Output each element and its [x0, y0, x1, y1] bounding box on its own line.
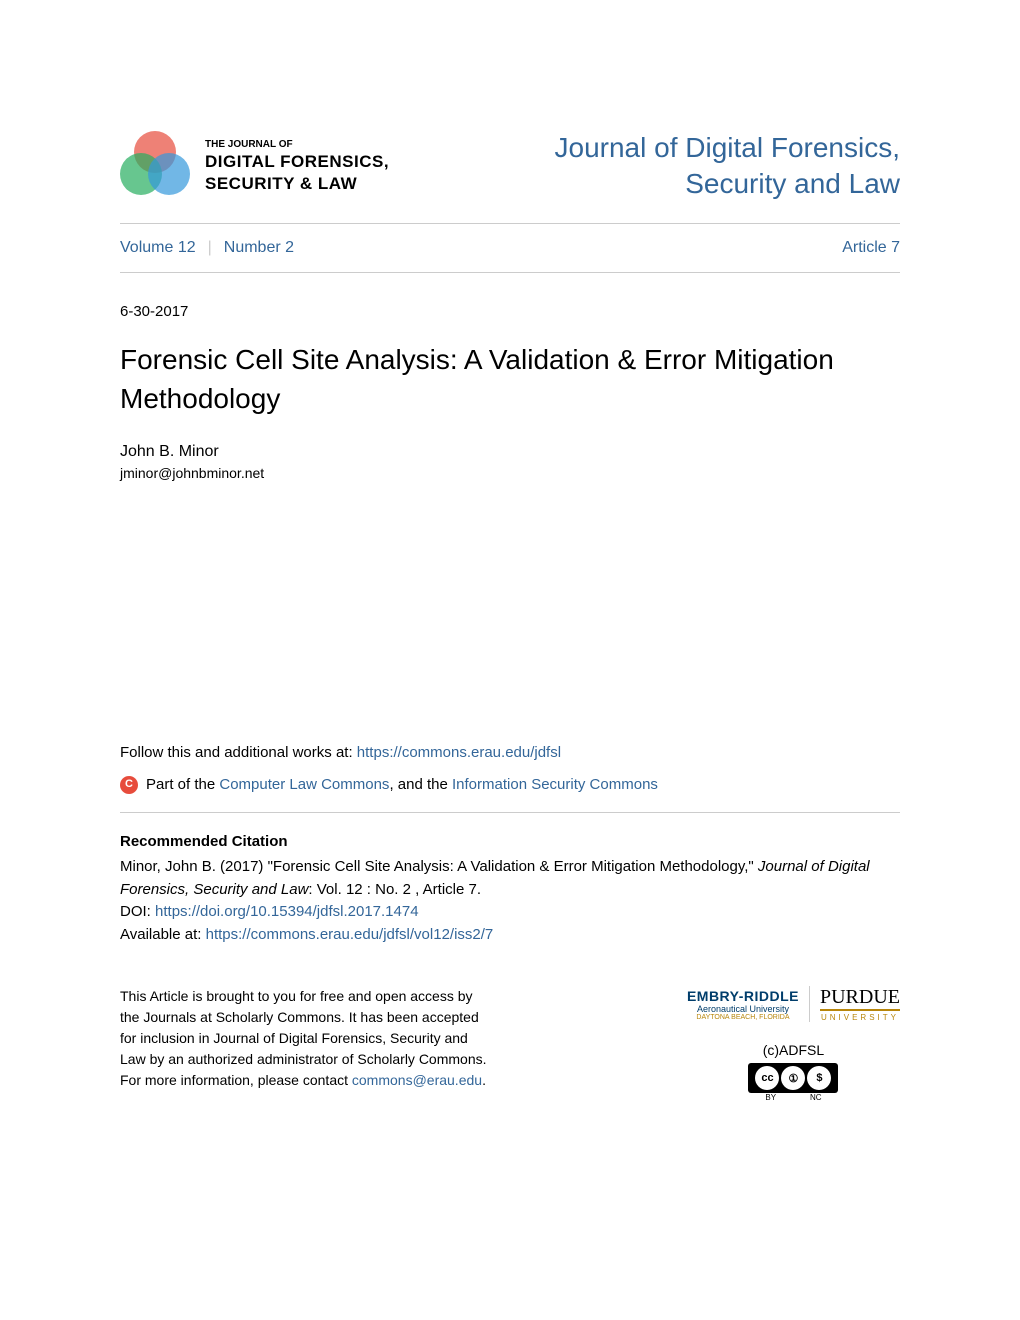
divider-bottom [120, 272, 900, 273]
citation-part2: : Vol. 12 : No. 2 , Article 7. [308, 881, 481, 898]
author-name: John B. Minor [120, 443, 900, 461]
cc-badge-nc: $ [807, 1066, 831, 1090]
volume-number: Volume 12 | Number 2 [120, 239, 294, 257]
follow-line: Follow this and additional works at: htt… [120, 741, 900, 765]
follow-prefix: Follow this and additional works at: [120, 744, 357, 761]
cc-badge-cc: cc [755, 1066, 779, 1090]
embry-sub: Aeronautical University [687, 1004, 799, 1014]
part-of-prefix: Part of the [146, 776, 219, 793]
university-logos: EMBRY-RIDDLE Aeronautical University DAY… [687, 986, 900, 1022]
logo-text-line2: SECURITY & LAW [205, 173, 389, 195]
volume-info: Volume 12 | Number 2 Article 7 [120, 239, 900, 257]
journal-name-line1: Journal of Digital Forensics, [555, 130, 900, 166]
logo-text-line1: DIGITAL FORENSICS, [205, 151, 389, 173]
footer-logos: EMBRY-RIDDLE Aeronautical University DAY… [687, 986, 900, 1102]
separator: | [208, 239, 212, 257]
purdue-name: PURDUE [820, 986, 900, 1009]
divider-citation [120, 812, 900, 813]
journal-name-line2: Security and Law [555, 166, 900, 202]
citation-part1: Minor, John B. (2017) "Forensic Cell Sit… [120, 858, 758, 875]
doi-link[interactable]: https://doi.org/10.15394/jdfsl.2017.1474 [155, 903, 419, 920]
follow-url-link[interactable]: https://commons.erau.edu/jdfsl [357, 744, 561, 761]
network-icon: C [120, 776, 138, 794]
footer-text: This Article is brought to you for free … [120, 986, 490, 1102]
commons1-link[interactable]: Computer Law Commons [219, 776, 389, 793]
publication-date: 6-30-2017 [120, 303, 900, 320]
logo-section: THE JOURNAL OF DIGITAL FORENSICS, SECURI… [120, 131, 389, 201]
available-link[interactable]: https://commons.erau.edu/jdfsl/vol12/iss… [206, 926, 494, 943]
article-link[interactable]: Article 7 [842, 239, 900, 257]
footer-text-part2: . [482, 1072, 486, 1088]
available-label: Available at: [120, 926, 206, 943]
journal-logo-icon [120, 131, 190, 201]
cc-badge-by: ① [781, 1066, 805, 1090]
contact-email-link[interactable]: commons@erau.edu [352, 1072, 482, 1088]
citation-section: Recommended Citation Minor, John B. (201… [120, 833, 900, 946]
volume-link[interactable]: Volume 12 [120, 239, 196, 257]
footer-section: This Article is brought to you for free … [120, 986, 900, 1102]
article-title: Forensic Cell Site Analysis: A Validatio… [120, 340, 900, 418]
cc-by-label: BY [765, 1093, 776, 1102]
purdue-sub: UNIVERSITY [820, 1009, 900, 1022]
page-container: THE JOURNAL OF DIGITAL FORENSICS, SECURI… [0, 0, 1020, 1162]
number-link[interactable]: Number 2 [224, 239, 294, 257]
doi-label: DOI: [120, 903, 155, 920]
purdue-logo: PURDUE UNIVERSITY [809, 986, 900, 1022]
citation-heading: Recommended Citation [120, 833, 900, 850]
cc-nc-label: NC [810, 1093, 822, 1102]
embry-location: DAYTONA BEACH, FLORIDA [687, 1014, 799, 1021]
citation-text: Minor, John B. (2017) "Forensic Cell Sit… [120, 856, 900, 946]
embry-name: EMBRY-RIDDLE [687, 988, 799, 1004]
links-section: Follow this and additional works at: htt… [120, 741, 900, 797]
author-email: jminor@johnbminor.net [120, 465, 900, 481]
copyright-section: (c)ADFSL cc ① $ BY NC [748, 1042, 838, 1102]
journal-name-link[interactable]: Journal of Digital Forensics, Security a… [555, 130, 900, 203]
and-text: , and the [389, 776, 452, 793]
part-of-line: C Part of the Computer Law Commons, and … [120, 773, 900, 797]
part-of-text: Part of the Computer Law Commons, and th… [146, 773, 658, 797]
copyright-text: (c)ADFSL [748, 1042, 838, 1058]
logo-text: THE JOURNAL OF DIGITAL FORENSICS, SECURI… [205, 138, 389, 195]
embry-riddle-logo: EMBRY-RIDDLE Aeronautical University DAY… [687, 988, 799, 1021]
cc-license-icon: cc ① $ [748, 1063, 838, 1093]
logo-text-small: THE JOURNAL OF [205, 138, 389, 151]
header-section: THE JOURNAL OF DIGITAL FORENSICS, SECURI… [120, 130, 900, 203]
cc-labels: BY NC [748, 1093, 838, 1102]
commons2-link[interactable]: Information Security Commons [452, 776, 658, 793]
divider-top [120, 223, 900, 224]
